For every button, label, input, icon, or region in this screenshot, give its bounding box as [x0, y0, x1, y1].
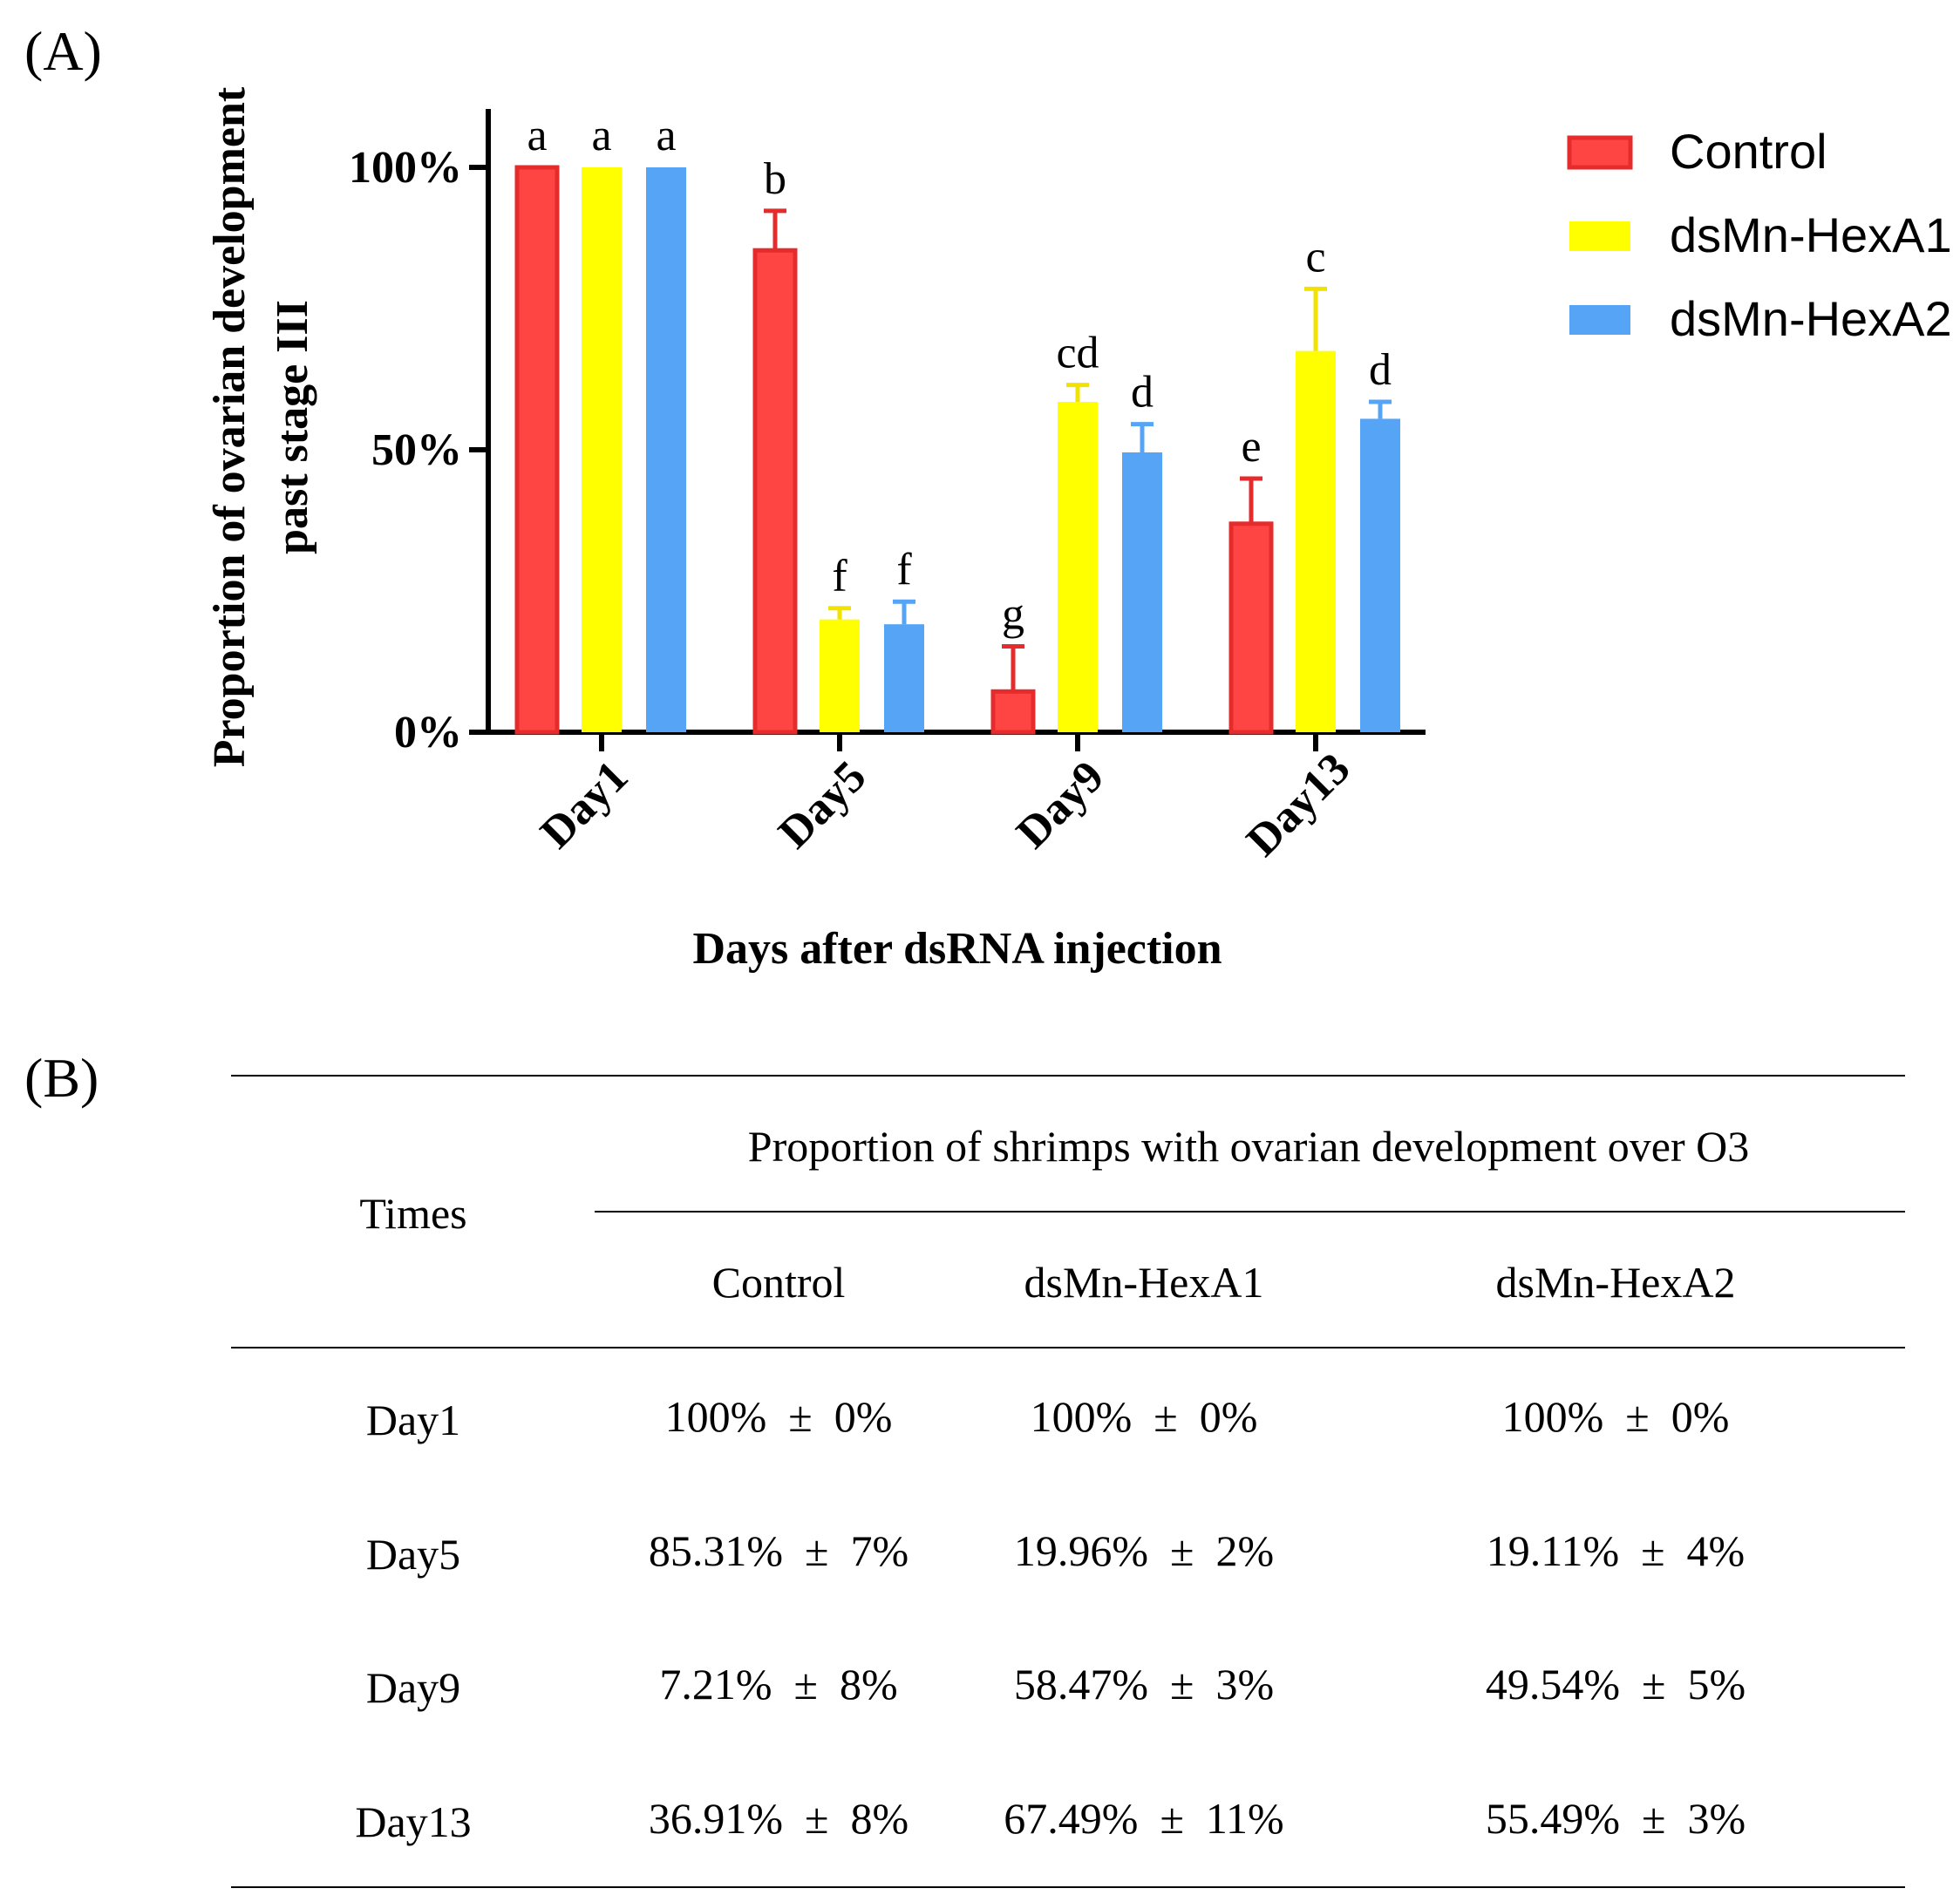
- table-cell: 7.21% ± 8%: [659, 1660, 898, 1708]
- table-cell: 100% ± 0%: [1030, 1392, 1258, 1441]
- legend-swatch: [1567, 135, 1633, 170]
- bar: [582, 167, 622, 732]
- table-cell: 49.54% ± 5%: [1485, 1660, 1746, 1708]
- table-cell: 85.31% ± 7%: [648, 1526, 909, 1575]
- table-cell: 100% ± 0%: [1501, 1392, 1730, 1441]
- table-cell: 58.47% ± 3%: [1013, 1660, 1275, 1708]
- significance-letter: c: [1305, 232, 1325, 282]
- table-column-header: dsMn-HexA1: [1024, 1258, 1264, 1307]
- bar: [514, 165, 560, 735]
- table-row-label: Day9: [365, 1663, 461, 1712]
- bar: [1360, 418, 1400, 732]
- significance-letter: f: [896, 545, 912, 594]
- legend-label: Control: [1670, 124, 1827, 179]
- y-tick-label: 100%: [349, 143, 462, 193]
- significance-letter: d: [1131, 368, 1154, 418]
- bar: [1296, 350, 1336, 732]
- bar: [1058, 402, 1098, 732]
- table-group-header: Proportion of shrimps with ovarian devel…: [747, 1122, 1750, 1171]
- table-cell: 36.91% ± 8%: [648, 1794, 909, 1843]
- table-column-header: dsMn-HexA2: [1495, 1258, 1736, 1307]
- table-cell: 19.96% ± 2%: [1013, 1526, 1275, 1575]
- bar: [820, 619, 860, 732]
- table-cell: 19.11% ± 4%: [1486, 1526, 1746, 1575]
- panel-label-b: (B): [24, 1047, 99, 1109]
- bar: [884, 624, 924, 732]
- significance-letter: cd: [1056, 329, 1099, 378]
- y-tick-label: 50%: [371, 425, 462, 475]
- significance-letter: e: [1241, 422, 1261, 472]
- y-tick-label: 0%: [394, 708, 462, 757]
- significance-letter: g: [1002, 589, 1024, 639]
- table-group-rule: [595, 1211, 1905, 1213]
- table-row-label: Day5: [365, 1530, 461, 1579]
- table-top-rule: [231, 1075, 1905, 1077]
- significance-letter: a: [591, 111, 611, 160]
- legend-swatch: [1569, 305, 1630, 335]
- significance-letter: a: [527, 111, 547, 160]
- table-bottom-rule: [231, 1886, 1905, 1888]
- table-row-header: Times: [359, 1189, 467, 1238]
- bar-chart: 0% 50% 100% Proportion of ovarian developme…: [205, 86, 1952, 974]
- y-axis-label: Proportion of ovarian development: [205, 86, 255, 767]
- significance-letter: f: [832, 552, 847, 601]
- y-axis-label: past stage III: [268, 300, 317, 554]
- x-axis-label: Days after dsRNA injection: [692, 924, 1222, 974]
- legend-label: dsMn-HexA2: [1670, 291, 1952, 346]
- table-row-label: Day1: [365, 1396, 461, 1444]
- table-header-rule: [231, 1347, 1905, 1348]
- bar: [1122, 452, 1162, 732]
- panel-label-a: (A): [24, 20, 102, 82]
- significance-letter: d: [1369, 345, 1392, 395]
- significance-letter: b: [764, 154, 786, 204]
- table-cell: 55.49% ± 3%: [1485, 1794, 1746, 1843]
- table-cell: 67.49% ± 11%: [1004, 1794, 1284, 1843]
- significance-letter: a: [656, 111, 676, 160]
- table-cell: 100% ± 0%: [664, 1392, 893, 1441]
- legend-swatch: [1569, 221, 1630, 251]
- bar: [646, 167, 686, 732]
- legend-label: dsMn-HexA1: [1670, 207, 1952, 262]
- table-row-label: Day13: [355, 1797, 472, 1846]
- table-column-header: Control: [711, 1258, 846, 1307]
